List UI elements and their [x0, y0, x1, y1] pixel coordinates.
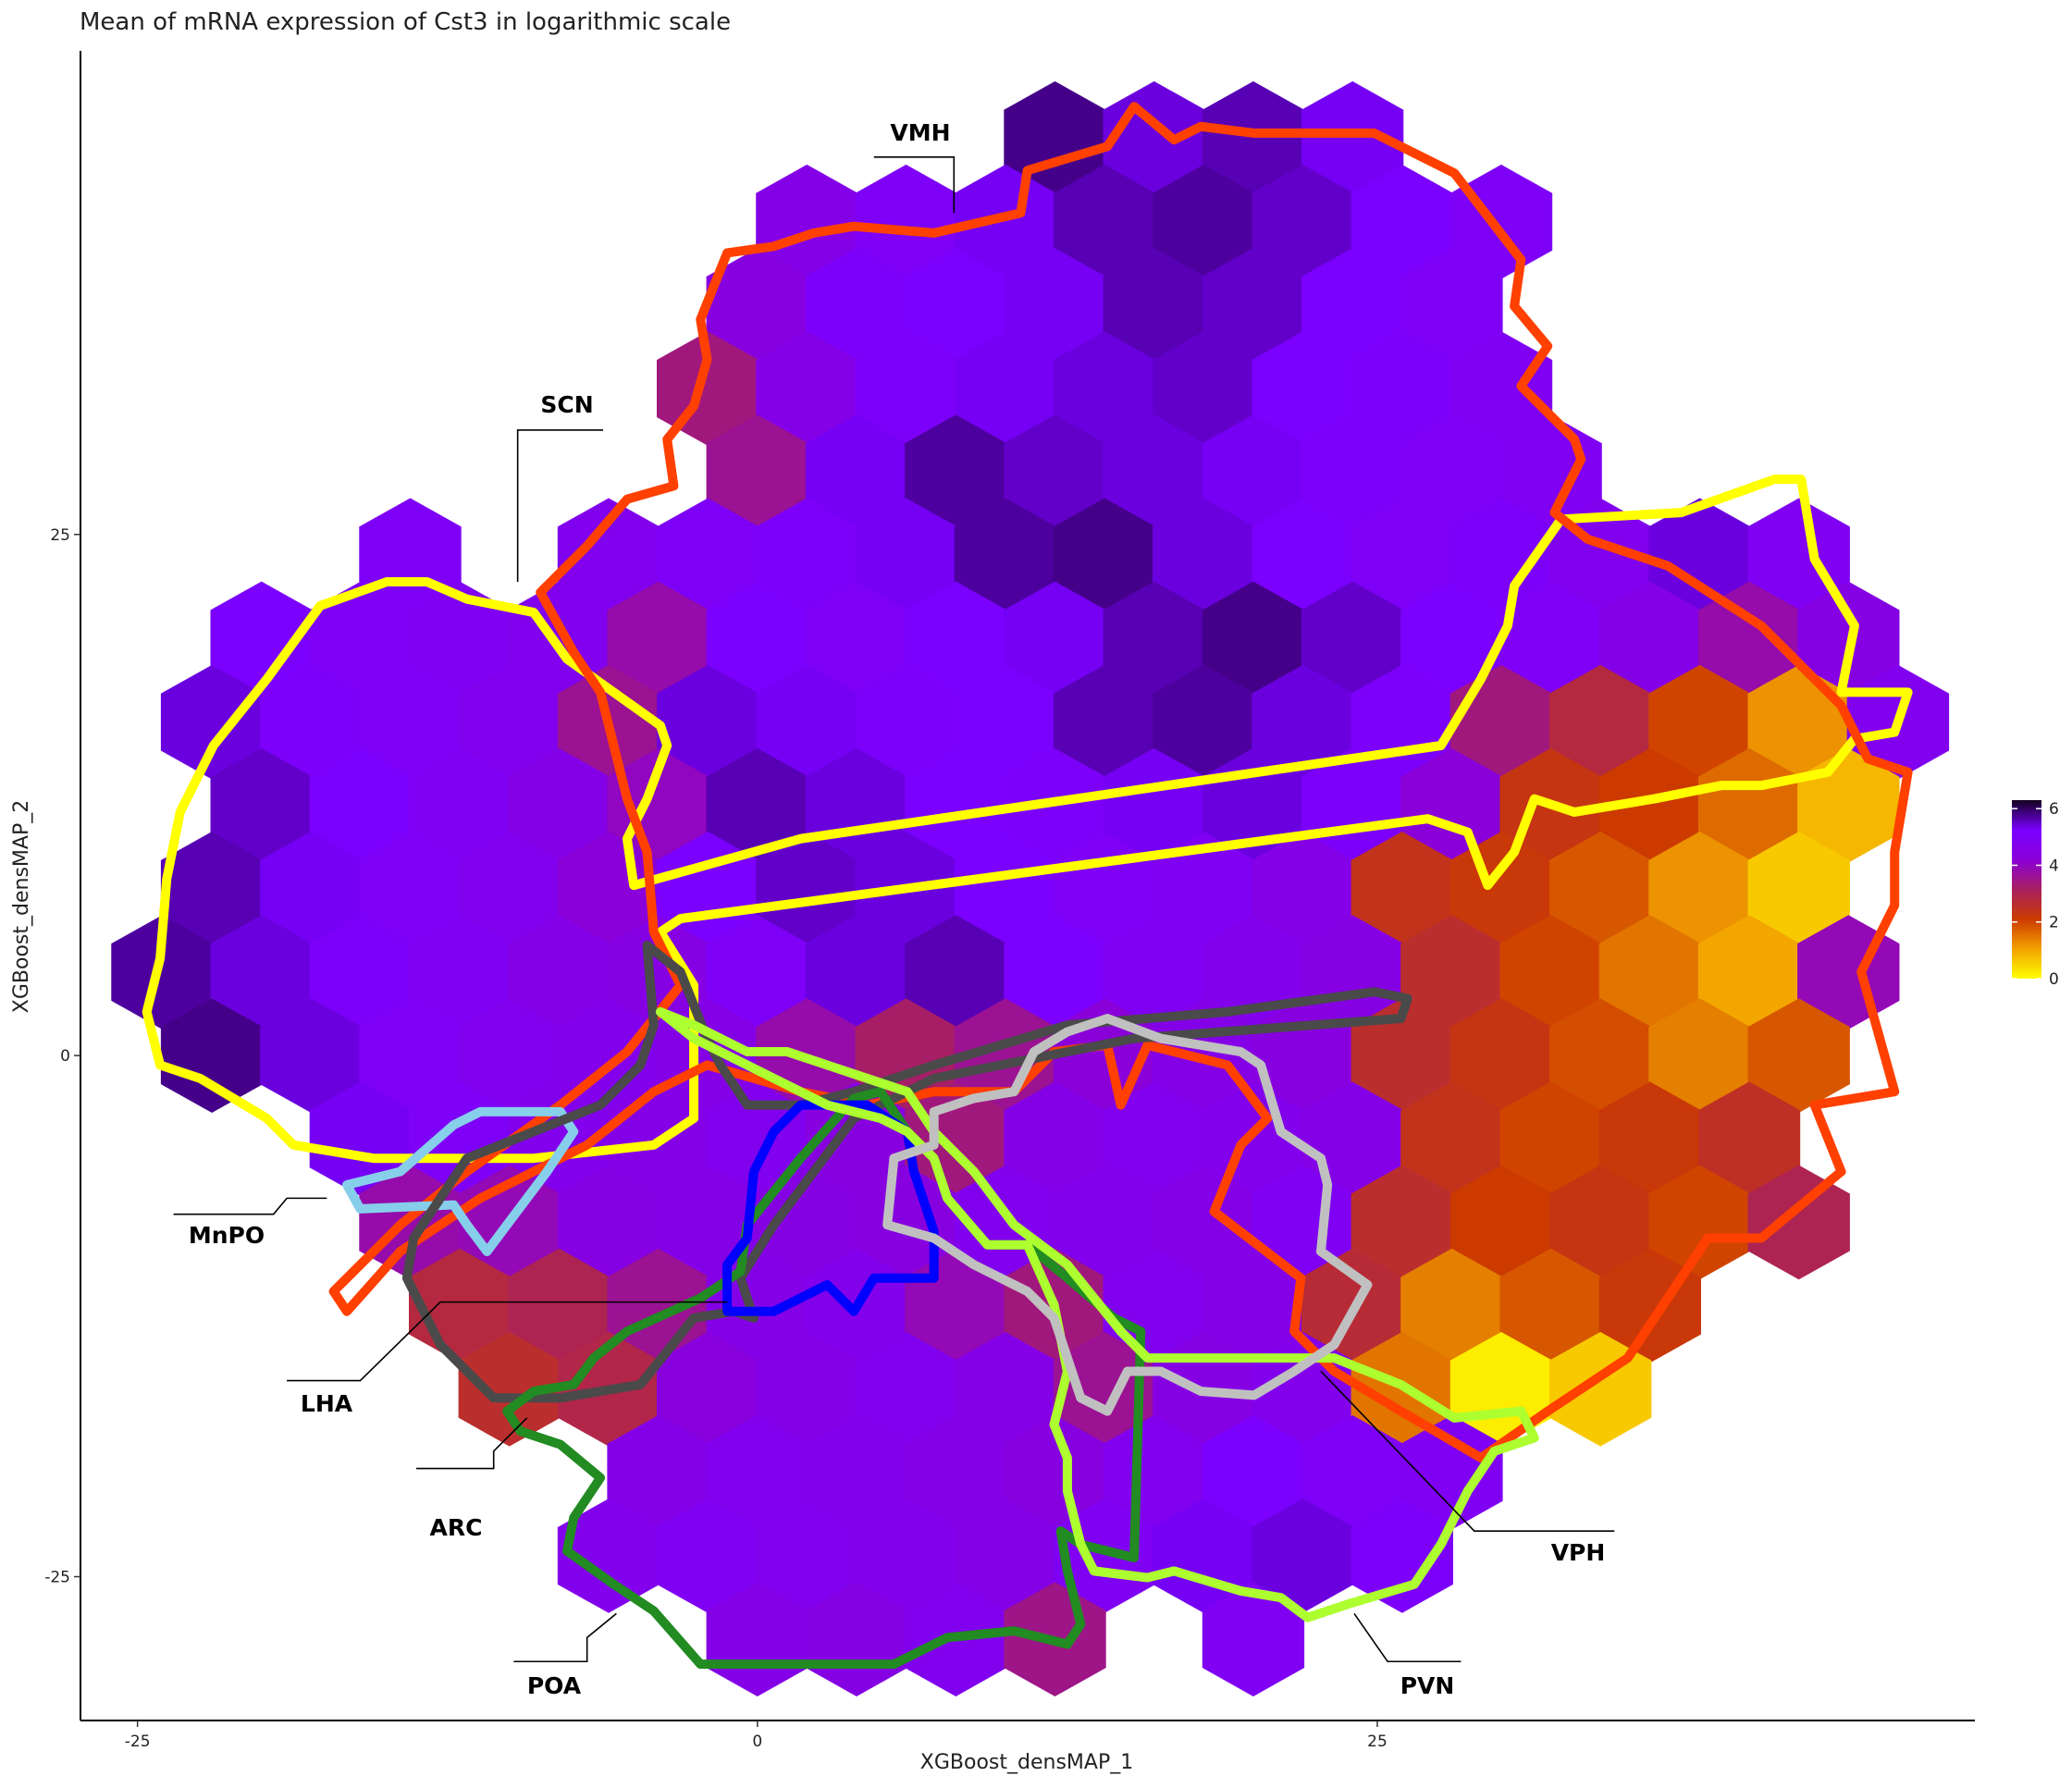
- region-label: MnPO: [189, 1222, 265, 1249]
- hex-bin: [1747, 1165, 1850, 1280]
- region-mnpo-outline: [347, 1112, 574, 1252]
- region-vph-outline: [887, 1018, 1367, 1412]
- colorbar-tick-label: 0: [2049, 970, 2059, 989]
- chart-title: Mean of mRNA expression of Cst3 in logar…: [80, 8, 731, 36]
- colorbar-tick-label: 2: [2049, 914, 2059, 932]
- colorbar-tick-label: 4: [2049, 857, 2059, 875]
- region-label: LHA: [301, 1390, 353, 1417]
- y-tick-label: 25: [50, 526, 70, 545]
- leader-line: [518, 430, 603, 582]
- region-scn-outline: [147, 479, 1908, 1158]
- region-pvn-outline: [660, 1012, 1535, 1618]
- hex-layer: [111, 80, 1950, 1696]
- axes: -25 0 25 -25 0 25 0 2 4 6: [44, 51, 2059, 1751]
- region-poa-outline: [507, 1092, 1141, 1664]
- leader-line: [416, 1418, 527, 1469]
- y-axis-label: XGBoost_densMAP_2: [10, 800, 33, 1013]
- y-tick-label: 0: [60, 1047, 70, 1066]
- leader-line: [1321, 1371, 1614, 1531]
- leader-line: [1354, 1613, 1461, 1661]
- region-label: VMH: [890, 119, 950, 146]
- x-tick-label: -25: [125, 1733, 151, 1751]
- x-tick-label: 0: [752, 1733, 762, 1751]
- x-tick-label: 25: [1367, 1733, 1388, 1751]
- region-label: POA: [527, 1672, 582, 1699]
- region-label: PVN: [1400, 1672, 1455, 1699]
- leader-line: [513, 1613, 616, 1661]
- region-label: ARC: [430, 1514, 483, 1541]
- leader-line: [874, 157, 955, 213]
- region-labels: VMH SCN MnPO LHA ARC POA PVN VPH: [189, 119, 1605, 1699]
- y-tick-label: -25: [44, 1569, 70, 1587]
- colorbar-tick-label: 6: [2049, 800, 2059, 819]
- region-outlines: [147, 106, 1908, 1664]
- region-arc-outline: [727, 1105, 934, 1312]
- leader-line: [174, 1198, 327, 1214]
- colorbar: [2012, 800, 2041, 979]
- region-label: SCN: [540, 391, 593, 418]
- region-vmh-outline: [334, 106, 1908, 1458]
- region-label: VPH: [1551, 1539, 1606, 1566]
- leader-line: [287, 1302, 727, 1381]
- x-axis-label: XGBoost_densMAP_1: [920, 1751, 1133, 1774]
